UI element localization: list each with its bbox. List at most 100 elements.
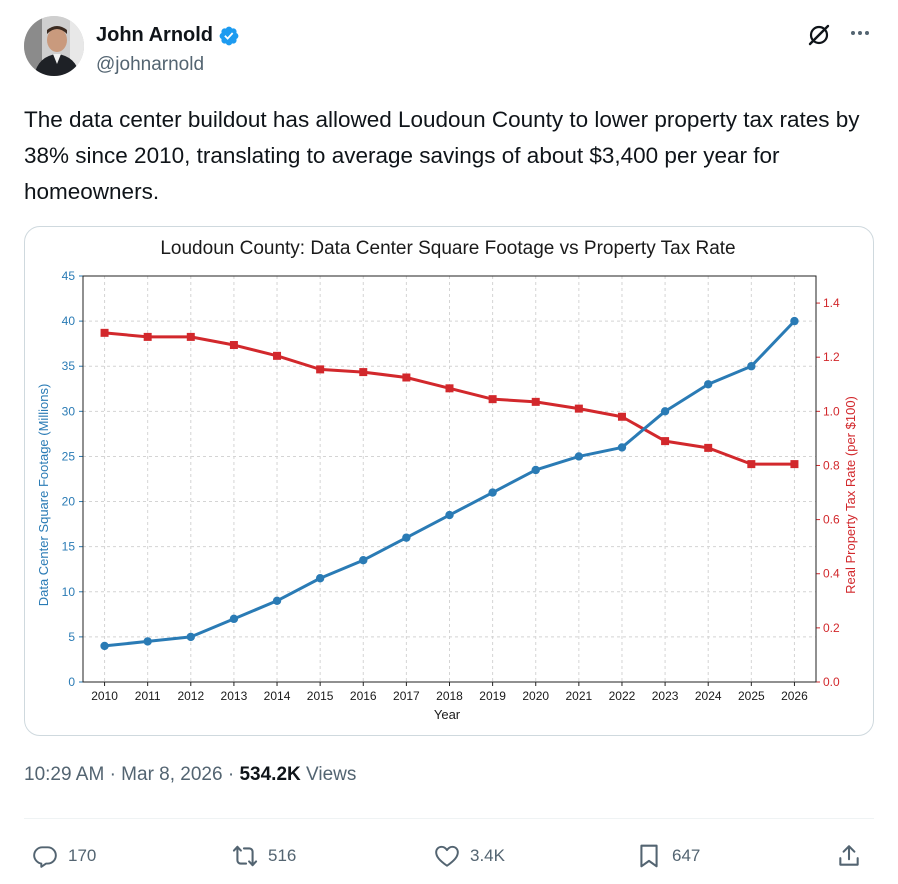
- point-square-footage: [617, 443, 627, 452]
- point-tax-rate: [445, 384, 454, 393]
- x-tick-label: 2018: [436, 689, 463, 703]
- point-tax-rate: [143, 332, 152, 341]
- plot-frame: [82, 275, 817, 683]
- right-tick-label: 0.2: [823, 621, 840, 635]
- point-tax-rate: [229, 341, 238, 350]
- right-tick-label: 1.0: [823, 404, 840, 418]
- series-square-footage: [100, 316, 799, 651]
- bookmark-icon: [640, 844, 658, 868]
- point-tax-rate: [574, 404, 583, 413]
- line-square-footage: [104, 320, 796, 648]
- author-name[interactable]: John Arnold: [96, 24, 214, 46]
- meta-separator: ·: [109, 764, 116, 785]
- views-count[interactable]: 534.2K: [239, 764, 301, 785]
- heart-icon: [435, 845, 459, 867]
- point-square-footage: [704, 380, 713, 389]
- point-square-footage: [488, 488, 497, 497]
- like-button[interactable]: 3.4K: [434, 836, 505, 876]
- x-tick-label: 2013: [221, 689, 248, 703]
- point-square-footage: [790, 316, 799, 326]
- point-square-footage: [272, 596, 282, 605]
- right-tick-label: 0.0: [823, 675, 840, 689]
- x-tick-label: 2025: [738, 689, 765, 703]
- point-square-footage: [229, 614, 239, 624]
- reply-icon: [33, 846, 57, 868]
- left-tick-label: 15: [62, 540, 76, 554]
- left-tick-label: 20: [62, 495, 76, 509]
- chart-title: Loudoun County: Data Center Square Foota…: [160, 238, 735, 259]
- tweet-header: John Arnold @johnarnold: [24, 16, 874, 80]
- bookmark-button[interactable]: 647: [636, 836, 700, 876]
- tweet-meta: 10:29 AM · Mar 8, 2026 · 534.2K Views: [24, 764, 356, 786]
- x-tick-label: 2012: [177, 689, 204, 703]
- point-tax-rate: [316, 365, 325, 374]
- point-square-footage: [574, 452, 584, 461]
- x-tick-label: 2017: [393, 689, 420, 703]
- point-tax-rate: [661, 437, 670, 446]
- views-label: Views: [306, 764, 357, 785]
- divider: [24, 818, 874, 819]
- x-tick-label: 2016: [350, 689, 377, 703]
- point-square-footage: [100, 641, 109, 651]
- left-tick-label: 25: [62, 449, 76, 463]
- tweet-time[interactable]: 10:29 AM: [24, 764, 105, 785]
- right-axis-label: Real Property Tax Rate (per $100): [843, 396, 858, 594]
- reply-count: 170: [68, 846, 97, 865]
- point-tax-rate: [747, 460, 756, 469]
- share-button[interactable]: [836, 836, 872, 876]
- left-axis-label: Data Center Square Footage (Millions): [36, 384, 51, 607]
- point-square-footage: [143, 637, 152, 646]
- point-square-footage: [747, 362, 756, 371]
- x-axis-ticks: 2010 2011 2012 2013 2014 2015 2016 2017 2018 2019…: [91, 682, 808, 703]
- chart: Loudoun County: Data Center Square Foota…: [36, 238, 858, 722]
- tweet-text: The data center buildout has allowed Lou…: [24, 107, 860, 204]
- x-tick-label: 2011: [135, 689, 161, 703]
- bookmark-count: 647: [672, 846, 701, 865]
- left-axis-ticks: 0 5 10 15 20 25 30 35 40 45: [62, 269, 83, 689]
- point-square-footage: [660, 407, 670, 416]
- more-button[interactable]: [846, 20, 874, 46]
- x-tick-label: 2026: [781, 689, 808, 703]
- point-square-footage: [359, 556, 368, 565]
- repost-count: 516: [268, 846, 297, 865]
- left-tick-label: 45: [62, 269, 76, 283]
- tweet-media-chart[interactable]: Loudoun County: Data Center Square Foota…: [24, 226, 874, 736]
- left-tick-label: 5: [68, 630, 75, 644]
- left-tick-label: 0: [68, 675, 75, 689]
- point-square-footage: [402, 533, 411, 542]
- point-tax-rate: [359, 368, 368, 377]
- point-tax-rate: [273, 351, 282, 360]
- right-tick-label: 0.6: [823, 513, 840, 527]
- point-tax-rate: [186, 332, 195, 341]
- grok-button[interactable]: [806, 22, 832, 48]
- author-handle[interactable]: @johnarnold: [96, 54, 205, 75]
- more-icon: [851, 31, 869, 35]
- point-tax-rate: [790, 460, 799, 469]
- repost-button[interactable]: 516: [232, 836, 296, 876]
- x-tick-label: 2023: [652, 689, 679, 703]
- point-square-footage: [531, 465, 540, 475]
- point-tax-rate: [488, 395, 497, 404]
- series-tax-rate: [100, 328, 799, 469]
- x-tick-label: 2019: [479, 689, 506, 703]
- point-tax-rate: [100, 328, 109, 337]
- point-tax-rate: [704, 443, 713, 452]
- point-tax-rate: [402, 373, 411, 382]
- point-square-footage: [315, 574, 325, 583]
- x-tick-label: 2015: [307, 689, 334, 703]
- left-tick-label: 35: [62, 359, 76, 373]
- x-tick-label: 2021: [566, 689, 593, 703]
- right-tick-label: 1.4: [823, 296, 840, 310]
- x-axis-label: Year: [434, 707, 461, 722]
- left-tick-label: 30: [62, 404, 76, 418]
- right-tick-label: 0.8: [823, 458, 840, 472]
- avatar-image: [24, 16, 84, 76]
- like-count: 3.4K: [470, 846, 505, 865]
- left-tick-label: 10: [62, 585, 76, 599]
- tweet-date[interactable]: Mar 8, 2026: [121, 764, 223, 785]
- avatar[interactable]: [24, 16, 84, 76]
- verified-badge-icon: [219, 26, 239, 45]
- share-icon: [839, 845, 859, 866]
- point-tax-rate: [617, 412, 626, 421]
- reply-button[interactable]: 170: [32, 836, 96, 876]
